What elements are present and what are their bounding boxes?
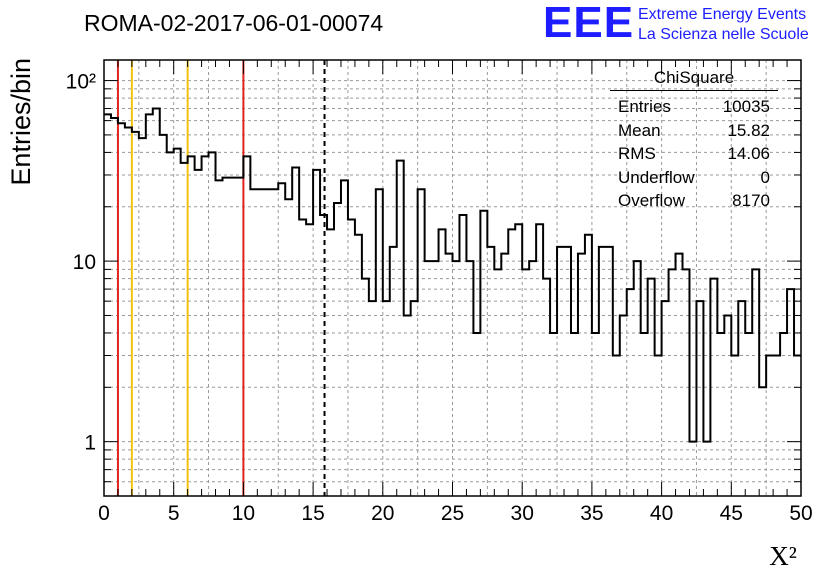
logo-mark: EEE	[543, 0, 635, 47]
y-tick-label: 10²	[66, 71, 96, 94]
eee-logo: EEE Extreme Energy Events La Scienza nel…	[543, 0, 833, 47]
y-tick-labels: 1 10 10²	[66, 71, 96, 455]
x-tick-label: 0	[98, 502, 110, 525]
stat-value: 15.82	[727, 120, 770, 140]
histogram-series	[104, 107, 801, 443]
stat-label: Entries	[618, 97, 671, 116]
x-tick-label: 35	[580, 502, 603, 525]
y-tick-label: 1	[84, 432, 96, 455]
stat-label: Overflow	[618, 191, 686, 210]
axis-ticks	[103, 60, 802, 497]
stat-row-entries: Entries 10035	[610, 95, 778, 119]
stat-label: Underflow	[618, 167, 695, 187]
logo-line-2: La Scienza nelle Scuole	[638, 26, 809, 43]
stat-value: 10035	[722, 97, 770, 116]
stats-box: ChiSquare Entries 10035 Mean 15.82 RMS 1…	[610, 68, 778, 213]
stats-title: ChiSquare	[610, 68, 778, 91]
stat-label: Mean	[618, 120, 661, 140]
marker-lines	[116, 60, 326, 496]
stat-value: 0	[760, 167, 770, 187]
x-axis-title: X²	[769, 541, 797, 571]
x-tick-label: 20	[371, 502, 394, 525]
x-tick-label: 45	[720, 502, 743, 525]
stat-row-mean: Mean 15.82	[610, 119, 778, 143]
stat-label: RMS	[618, 144, 656, 163]
x-tick-label: 50	[789, 502, 812, 525]
stat-value: 8170	[732, 191, 770, 210]
stat-row-underflow: Underflow 0	[610, 166, 778, 190]
x-tick-label: 15	[301, 502, 324, 525]
stat-row-overflow: Overflow 8170	[610, 189, 778, 213]
stat-row-rms: RMS 14.06	[610, 142, 778, 166]
logo-line-1: Extreme Energy Events	[638, 6, 807, 23]
stat-value: 14.06	[727, 144, 770, 163]
x-tick-label: 10	[232, 502, 255, 525]
x-tick-label: 30	[511, 502, 534, 525]
chart-title: ROMA-02-2017-06-01-00074	[84, 10, 384, 36]
x-tick-labels: 0 5 10 15 20 25 30 35 40 45 50	[98, 502, 813, 525]
y-axis-title: Entries/bin	[6, 58, 36, 186]
x-tick-label: 5	[168, 502, 180, 525]
x-tick-label: 25	[441, 502, 464, 525]
y-tick-label: 10	[73, 251, 96, 274]
x-tick-label: 40	[650, 502, 673, 525]
